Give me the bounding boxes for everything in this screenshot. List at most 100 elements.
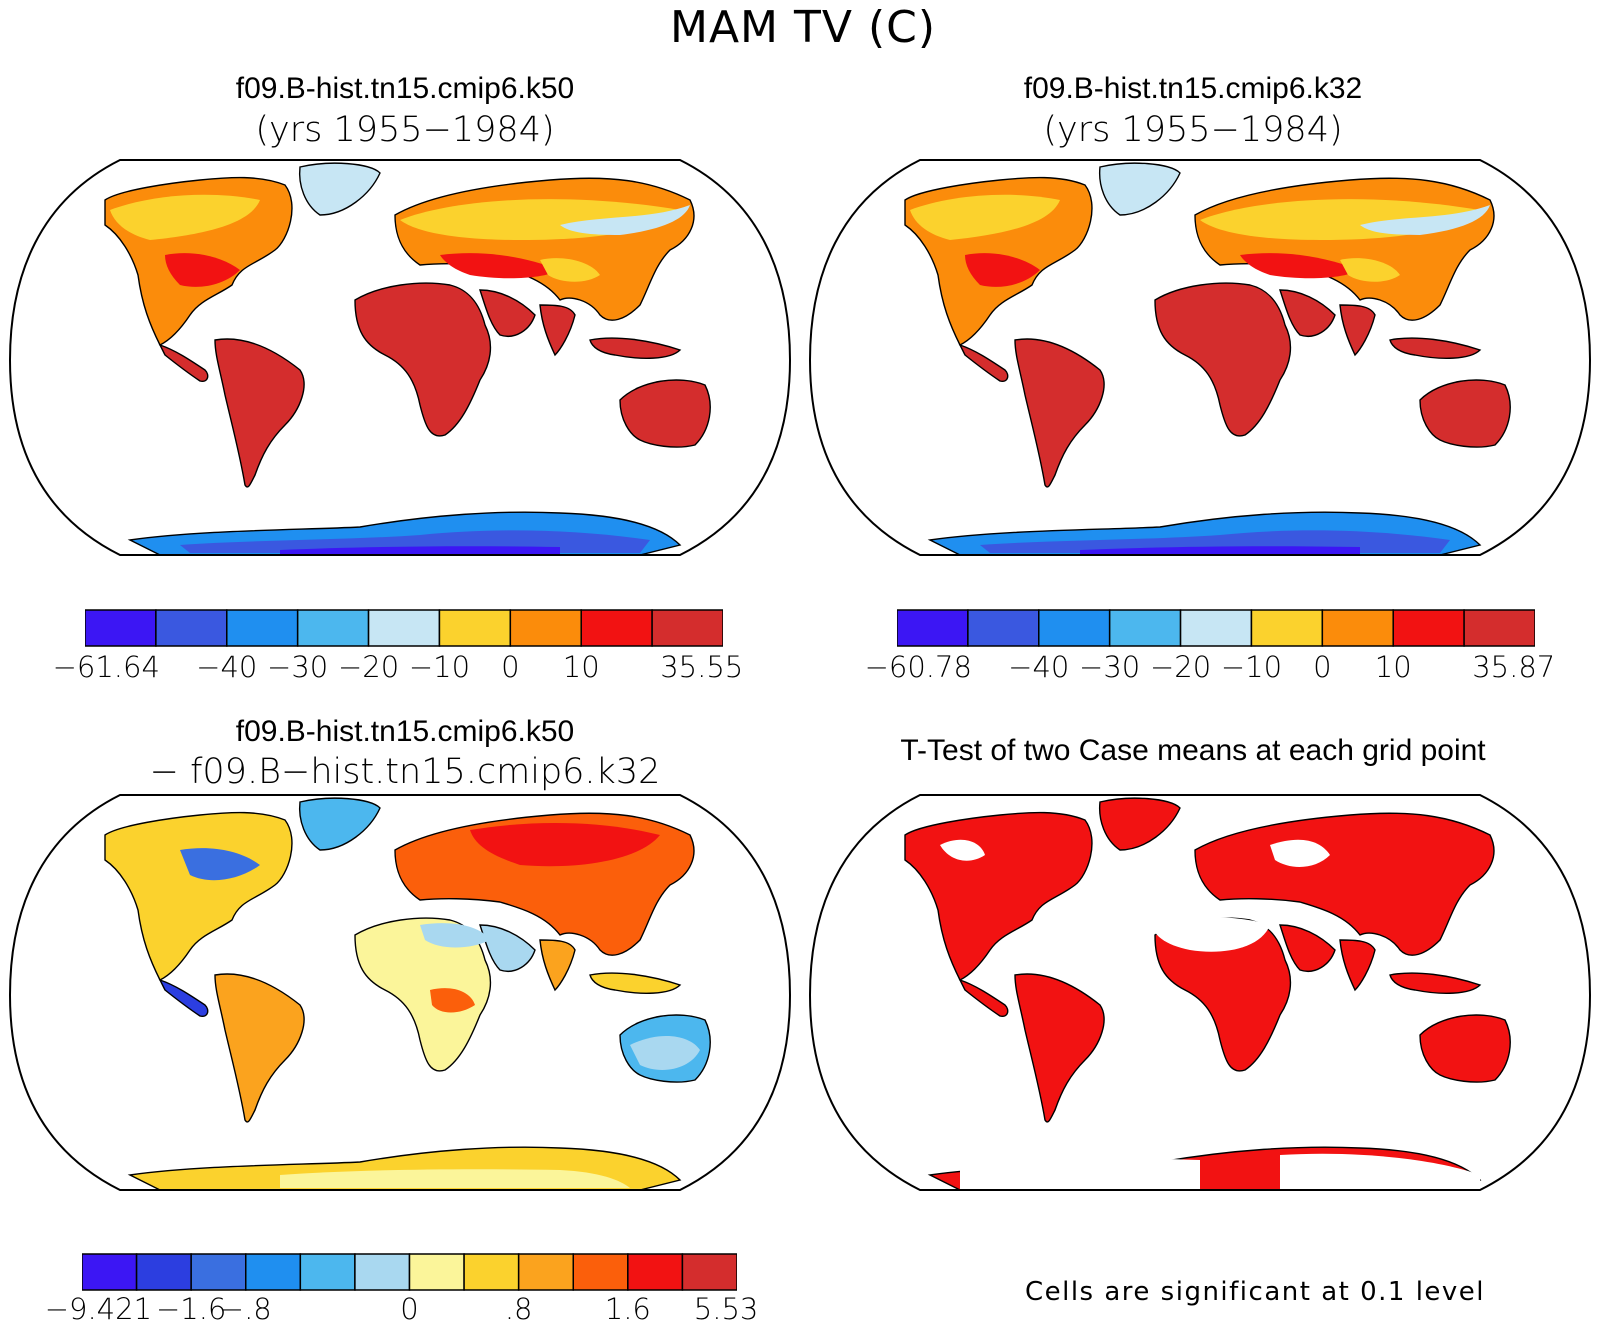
shade-region <box>1240 253 1360 279</box>
panel-diff-title: f09.B-hist.tn15.cmip6.k50 <box>235 715 575 748</box>
colorbar-diff-labels: −9.421 −1.6 −.8 0 .8 1.6 5.53 <box>45 1292 759 1328</box>
colorbar-tick-label: −40 <box>196 650 258 684</box>
colorbar-k50 <box>85 609 723 647</box>
land-greenland <box>298 162 381 216</box>
colorbar-tick-label: 0 <box>400 1292 419 1326</box>
colorbar-swatch <box>408 1253 465 1291</box>
colorbar-tick-label: −61.64 <box>52 650 160 684</box>
colorbar-swatch <box>82 1253 138 1291</box>
colorbar-tick-label: −.8 <box>219 1292 272 1326</box>
land-eurasia <box>1194 812 1495 956</box>
shade-region <box>540 258 600 282</box>
colorbar-swatch <box>1179 609 1253 647</box>
colorbar-tick-label: −10 <box>1220 650 1283 684</box>
panel-diff-subtitle: − f09.B−hist.tn15.cmip6.k32 <box>149 752 661 792</box>
significance-note: Cells are significant at 0.1 level <box>1024 1277 1486 1307</box>
land-africa <box>1154 282 1292 437</box>
colorbar-diff <box>82 1253 737 1291</box>
shade-region <box>940 839 985 861</box>
colorbar-swatch <box>299 1253 356 1291</box>
colorbar-tick-label: −40 <box>1008 650 1070 684</box>
land-africa <box>354 282 492 437</box>
shade-region <box>420 923 490 948</box>
colorbar-tick-label: −30 <box>1079 650 1141 684</box>
colorbar-k32 <box>897 609 1535 647</box>
colorbar-tick-label: .8 <box>504 1292 533 1326</box>
colorbar-swatch <box>296 609 370 647</box>
land-northAmerica <box>904 811 1093 981</box>
land-australia <box>1419 1014 1511 1083</box>
shade-region <box>440 253 560 279</box>
panel-ttest-title: T-Test of two Case means at each grid po… <box>900 734 1486 767</box>
land-india <box>539 939 576 992</box>
colorbar-swatch <box>245 1253 302 1291</box>
colorbar-tick-label: −20 <box>1149 650 1212 684</box>
land-africa <box>1154 917 1292 1072</box>
colorbar-swatch <box>354 1253 411 1291</box>
panel-k50-title: f09.B-hist.tn15.cmip6.k50 <box>235 72 575 105</box>
colorbar-swatch <box>1321 609 1394 647</box>
land-centralAmerica <box>958 343 1009 383</box>
land-australia <box>619 379 711 448</box>
shade-region <box>965 253 1040 287</box>
colorbar-swatch <box>967 609 1040 647</box>
colorbar-swatch <box>1250 609 1324 647</box>
colorbar-tick-label: −20 <box>337 650 400 684</box>
map-ttest <box>808 794 1592 1191</box>
land-southAmerica <box>214 973 305 1123</box>
panel-k32-title: f09.B-hist.tn15.cmip6.k32 <box>1023 72 1363 105</box>
map-border <box>808 794 1592 1191</box>
land-arabia <box>479 924 536 972</box>
shade-region <box>630 1035 700 1070</box>
map-border <box>8 159 792 556</box>
land-indonesia <box>589 972 682 994</box>
colorbar-tick-label: 0 <box>1313 650 1332 684</box>
colorbar-swatch <box>580 609 653 647</box>
land-centralAmerica <box>158 978 209 1018</box>
colorbar-tick-label: −30 <box>267 650 329 684</box>
shade-region <box>165 253 240 287</box>
land-greenland <box>1098 797 1181 851</box>
land-centralAmerica <box>158 343 209 383</box>
colorbar-tick-label: 0 <box>501 650 520 684</box>
panel-k50-subtitle: (yrs 1955−1984) <box>255 110 555 150</box>
shade-region <box>110 194 260 240</box>
colorbar-tick-label: 1.6 <box>604 1292 651 1326</box>
colorbar-swatch <box>155 609 228 647</box>
colorbar-swatch <box>651 609 723 647</box>
shade-region <box>1340 258 1400 282</box>
shade-region <box>1270 839 1330 867</box>
land-indonesia <box>589 337 682 359</box>
colorbar-tick-label: −60.78 <box>864 650 972 684</box>
colorbar-swatch <box>681 1253 737 1291</box>
colorbar-k32-labels: −60.78 −40 −30 −20 −10 0 10 35.87 <box>865 650 1556 690</box>
land-india <box>1339 304 1376 357</box>
colorbar-tick-label: −1.6 <box>155 1292 227 1326</box>
land-arabia <box>479 289 536 337</box>
shade-region <box>960 1157 1200 1190</box>
shade-region <box>430 988 475 1013</box>
land-greenland <box>1098 162 1181 216</box>
colorbar-swatch <box>1463 609 1535 647</box>
shade-region <box>1280 1153 1480 1190</box>
colorbar-tick-label: 35.55 <box>660 650 744 684</box>
map-k32 <box>808 159 1592 556</box>
land-africa <box>354 917 492 1072</box>
land-indonesia <box>1389 337 1482 359</box>
land-centralAmerica <box>958 978 1009 1018</box>
colorbar-swatch <box>367 609 441 647</box>
shade-region <box>280 546 560 555</box>
colorbar-swatch <box>226 609 299 647</box>
colorbar-swatch <box>509 609 582 647</box>
colorbar-swatch <box>135 1253 192 1291</box>
map-diff <box>8 794 792 1191</box>
shade-region <box>470 823 660 867</box>
colorbar-swatch <box>517 1253 574 1291</box>
colorbar-swatch <box>572 1253 629 1291</box>
land-northAmerica <box>104 811 293 981</box>
colorbar-tick-label: 5.53 <box>693 1292 759 1326</box>
colorbar-swatch <box>627 1253 684 1291</box>
land-southAmerica <box>214 338 305 488</box>
colorbar-tick-label: −10 <box>408 650 471 684</box>
land-india <box>539 304 576 357</box>
